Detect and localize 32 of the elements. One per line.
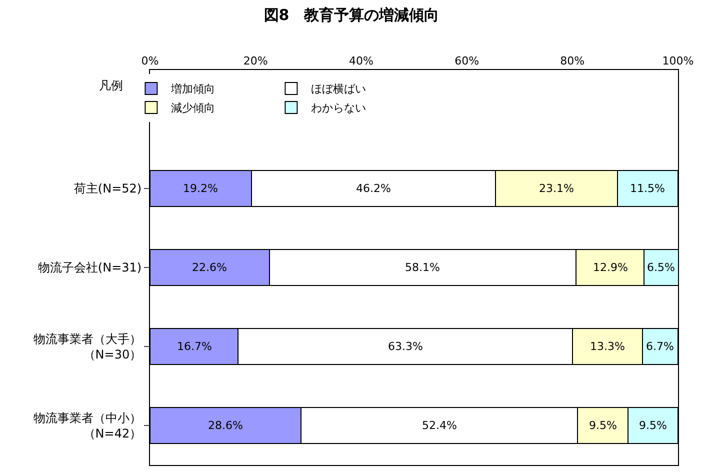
legend-label: わからない — [311, 102, 366, 115]
x-tick-label: 60% — [454, 54, 480, 68]
y-tick-label: 物流事業者（大手）（N=30） — [34, 332, 142, 362]
data-label: 16.7% — [177, 340, 212, 353]
y-tick-label: 物流事業者（中小）（N=42） — [34, 410, 142, 440]
data-label: 19.2% — [183, 182, 218, 195]
data-label: 11.5% — [630, 182, 665, 195]
data-label: 6.7% — [646, 340, 674, 353]
legend-label: 増加傾向 — [170, 82, 216, 96]
data-label: 23.1% — [539, 182, 574, 195]
y-tick-label: 荷主(N=52) — [74, 182, 142, 196]
data-label: 63.3% — [388, 340, 423, 353]
chart-title: 図8 教育予算の増減傾向 — [264, 6, 440, 24]
data-label: 12.9% — [593, 261, 628, 274]
data-label: 28.6% — [208, 419, 243, 432]
data-label: 46.2% — [356, 182, 391, 195]
data-label: 13.3% — [590, 340, 625, 353]
data-label: 9.5% — [639, 419, 667, 432]
data-label: 22.6% — [192, 261, 227, 274]
data-label: 6.5% — [647, 261, 675, 274]
x-tick-label: 0% — [141, 54, 159, 68]
x-tick-label: 40% — [348, 54, 374, 68]
legend-title: 凡例 — [99, 78, 124, 93]
x-tick-label: 100% — [662, 54, 694, 68]
x-tick-label: 80% — [560, 54, 585, 68]
data-label: 58.1% — [405, 261, 440, 274]
x-tick-label: 20% — [243, 54, 268, 68]
legend-label: 減少傾向 — [171, 102, 216, 115]
y-tick-label: 物流子会社(N=31) — [38, 260, 142, 275]
data-label: 9.5% — [589, 419, 617, 432]
data-label: 52.4% — [422, 419, 457, 432]
legend-label: ほぼ横ばい — [311, 82, 366, 96]
